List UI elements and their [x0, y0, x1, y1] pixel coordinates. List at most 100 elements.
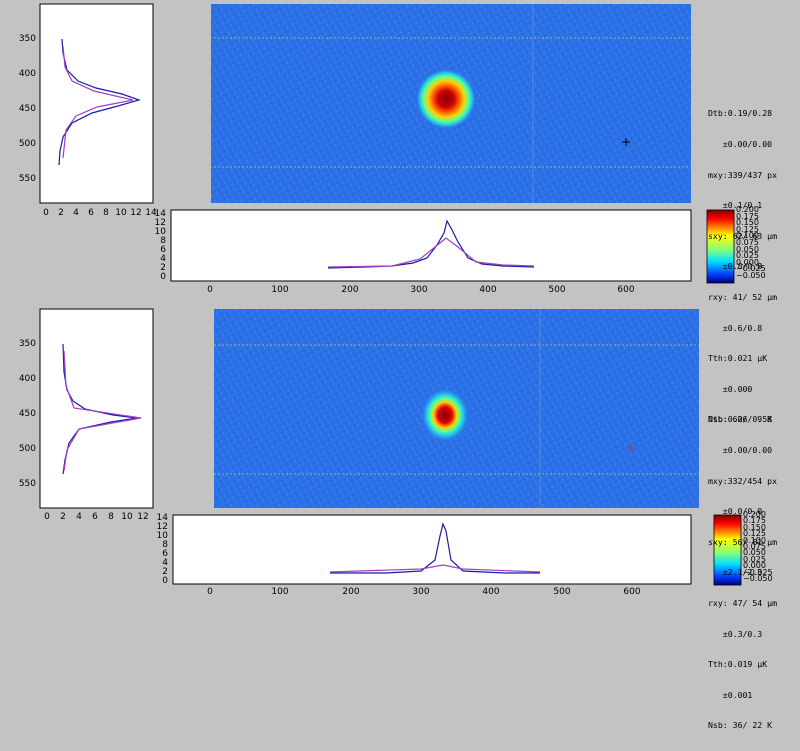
colorbar-tick: −0.050: [736, 270, 766, 280]
svg-text:0: 0: [207, 587, 213, 597]
readout-line: mxy:332/454 px: [708, 475, 778, 486]
svg-text:100: 100: [271, 285, 288, 295]
svg-text:6: 6: [160, 245, 166, 255]
svg-text:2: 2: [58, 208, 64, 218]
readout-line: ±0.001: [708, 689, 753, 700]
bottom-hprofile-fit-line: [329, 564, 541, 573]
svg-text:8: 8: [160, 236, 166, 246]
svg-text:0: 0: [160, 272, 166, 282]
bottom-hprofile-yticks: 0 2 4 6 8 10 12 14: [157, 513, 169, 586]
tick-500: 500: [19, 139, 36, 149]
bottom-vprofile-fit-line: [63, 350, 142, 472]
readout-line: rxy: 47/ 54 µm: [708, 597, 778, 608]
svg-text:600: 600: [623, 587, 640, 597]
readout-line: mxy:339/437 px: [708, 169, 778, 180]
readout-line: ±0.6/0.8: [708, 322, 763, 333]
colorbar-tick: −0.050: [743, 574, 773, 584]
readout-line: Nsb: 36/ 22 K: [708, 720, 773, 731]
svg-text:10: 10: [115, 208, 127, 218]
colorbar-tick: 0.000: [743, 561, 766, 571]
readout-line: ±0.3/0.3: [708, 628, 763, 639]
svg-text:500: 500: [553, 587, 570, 597]
readout-line: Dtb:0.06/0.58: [708, 414, 773, 425]
readout-line: Nsb: 62/ 9 K: [708, 414, 773, 425]
colorbar-tick: 0.100: [743, 535, 766, 545]
top-vprofile-fit-line: [62, 45, 134, 159]
top-colorbar: [706, 209, 735, 284]
top-colorbar-ticks: 0.200 0.175 0.150 0.125 0.100 0.075 0.05…: [736, 206, 796, 280]
svg-text:4: 4: [160, 254, 166, 264]
readout-line: sxy: 62/ 63 µm: [708, 230, 778, 241]
svg-text:2: 2: [60, 512, 66, 522]
svg-text:12: 12: [130, 208, 141, 218]
readout-line: ±0.0/0.0: [708, 506, 763, 517]
top-heatmap-marker: [622, 138, 630, 146]
tick-550: 550: [19, 174, 36, 184]
readout-line: ±2.1/2.3: [708, 567, 763, 578]
svg-text:8: 8: [162, 540, 168, 550]
bottom-hprofile-data-line: [330, 522, 540, 574]
svg-text:14: 14: [155, 209, 167, 219]
svg-text:14: 14: [157, 513, 169, 523]
svg-text:12: 12: [155, 218, 166, 228]
colorbar-tick: 0.025: [736, 251, 759, 261]
bottom-colorbar-ticks: 0.200 0.175 0.150 0.125 0.100 0.075 0.05…: [743, 510, 798, 584]
svg-text:0: 0: [162, 576, 168, 586]
colorbar-tick: 0.025: [743, 554, 766, 564]
top-vprofile-frame: [39, 3, 154, 204]
svg-text:8: 8: [103, 208, 109, 218]
bottom-vprofile-frame: [39, 308, 154, 509]
svg-text:4: 4: [162, 558, 168, 568]
svg-text:6: 6: [88, 208, 94, 218]
readout-line: Tth:0.021 µK: [708, 353, 768, 364]
top-hprofile-fit-line: [327, 237, 535, 268]
colorbar-tick: 0.000: [736, 257, 759, 267]
readout-line: Tth:0.019 µK: [708, 659, 768, 670]
bottom-vprofile-yticks: 350 400 450 500 550: [19, 339, 36, 489]
readout-line: rxy: 41/ 52 µm: [708, 291, 778, 302]
bottom-hprofile-xticks: 0 100 200 300 400 500 600: [207, 587, 641, 597]
top-hprofile-frame: [170, 209, 692, 282]
colorbar-tick: 0.050: [743, 548, 766, 558]
top-heatmap-beam-spot: [416, 69, 476, 129]
bottom-vprofile-xticks: 0 2 4 6 8 10 12: [44, 512, 149, 522]
svg-text:550: 550: [19, 479, 36, 489]
tick-450: 450: [19, 104, 36, 114]
top-hprofile-xticks: 0 100 200 300 400 500 600: [207, 285, 635, 295]
svg-text:0: 0: [207, 285, 213, 295]
svg-text:4: 4: [73, 208, 79, 218]
readout-line: ±0.1/0.1: [708, 200, 763, 211]
svg-text:0: 0: [43, 208, 49, 218]
colorbar-tick: −0.025: [736, 264, 766, 274]
svg-text:300: 300: [410, 285, 427, 295]
colorbar-tick: 0.175: [743, 516, 766, 526]
svg-text:350: 350: [19, 339, 36, 349]
tick-400: 400: [19, 69, 36, 79]
svg-text:400: 400: [19, 374, 36, 384]
bottom-hprofile-frame: [172, 514, 692, 585]
svg-text:6: 6: [92, 512, 98, 522]
readout-line: sxy: 56/ 61 µm: [708, 536, 778, 547]
svg-text:2: 2: [162, 567, 168, 577]
colorbar-tick: 0.075: [736, 237, 759, 247]
svg-text:400: 400: [482, 587, 499, 597]
bottom-panel-plots: 350 400 450 500 550 0 2 4 6 8 10 12: [19, 308, 742, 597]
svg-text:14: 14: [145, 208, 157, 218]
top-hprofile-yticks: 0 2 4 6 8 10 12 14: [155, 209, 167, 282]
colorbar-tick: 0.050: [736, 244, 759, 254]
colorbar-tick: 0.150: [736, 218, 759, 228]
bottom-heatmap-marker: [627, 444, 635, 452]
svg-text:12: 12: [157, 522, 168, 532]
top-vprofile-xticks: 0 2 4 6 8 10 12 14: [43, 208, 157, 218]
svg-text:500: 500: [548, 285, 565, 295]
readout-line: Dtb:0.19/0.28: [708, 108, 773, 119]
svg-text:450: 450: [19, 409, 36, 419]
svg-text:10: 10: [155, 227, 167, 237]
svg-text:200: 200: [342, 587, 359, 597]
svg-text:10: 10: [157, 531, 169, 541]
readout-line: ±0.00/0.00: [708, 445, 773, 455]
svg-text:200: 200: [341, 285, 358, 295]
colorbar-tick: 0.200: [743, 510, 766, 519]
colorbar-tick: 0.125: [743, 529, 766, 539]
svg-text:8: 8: [108, 512, 114, 522]
